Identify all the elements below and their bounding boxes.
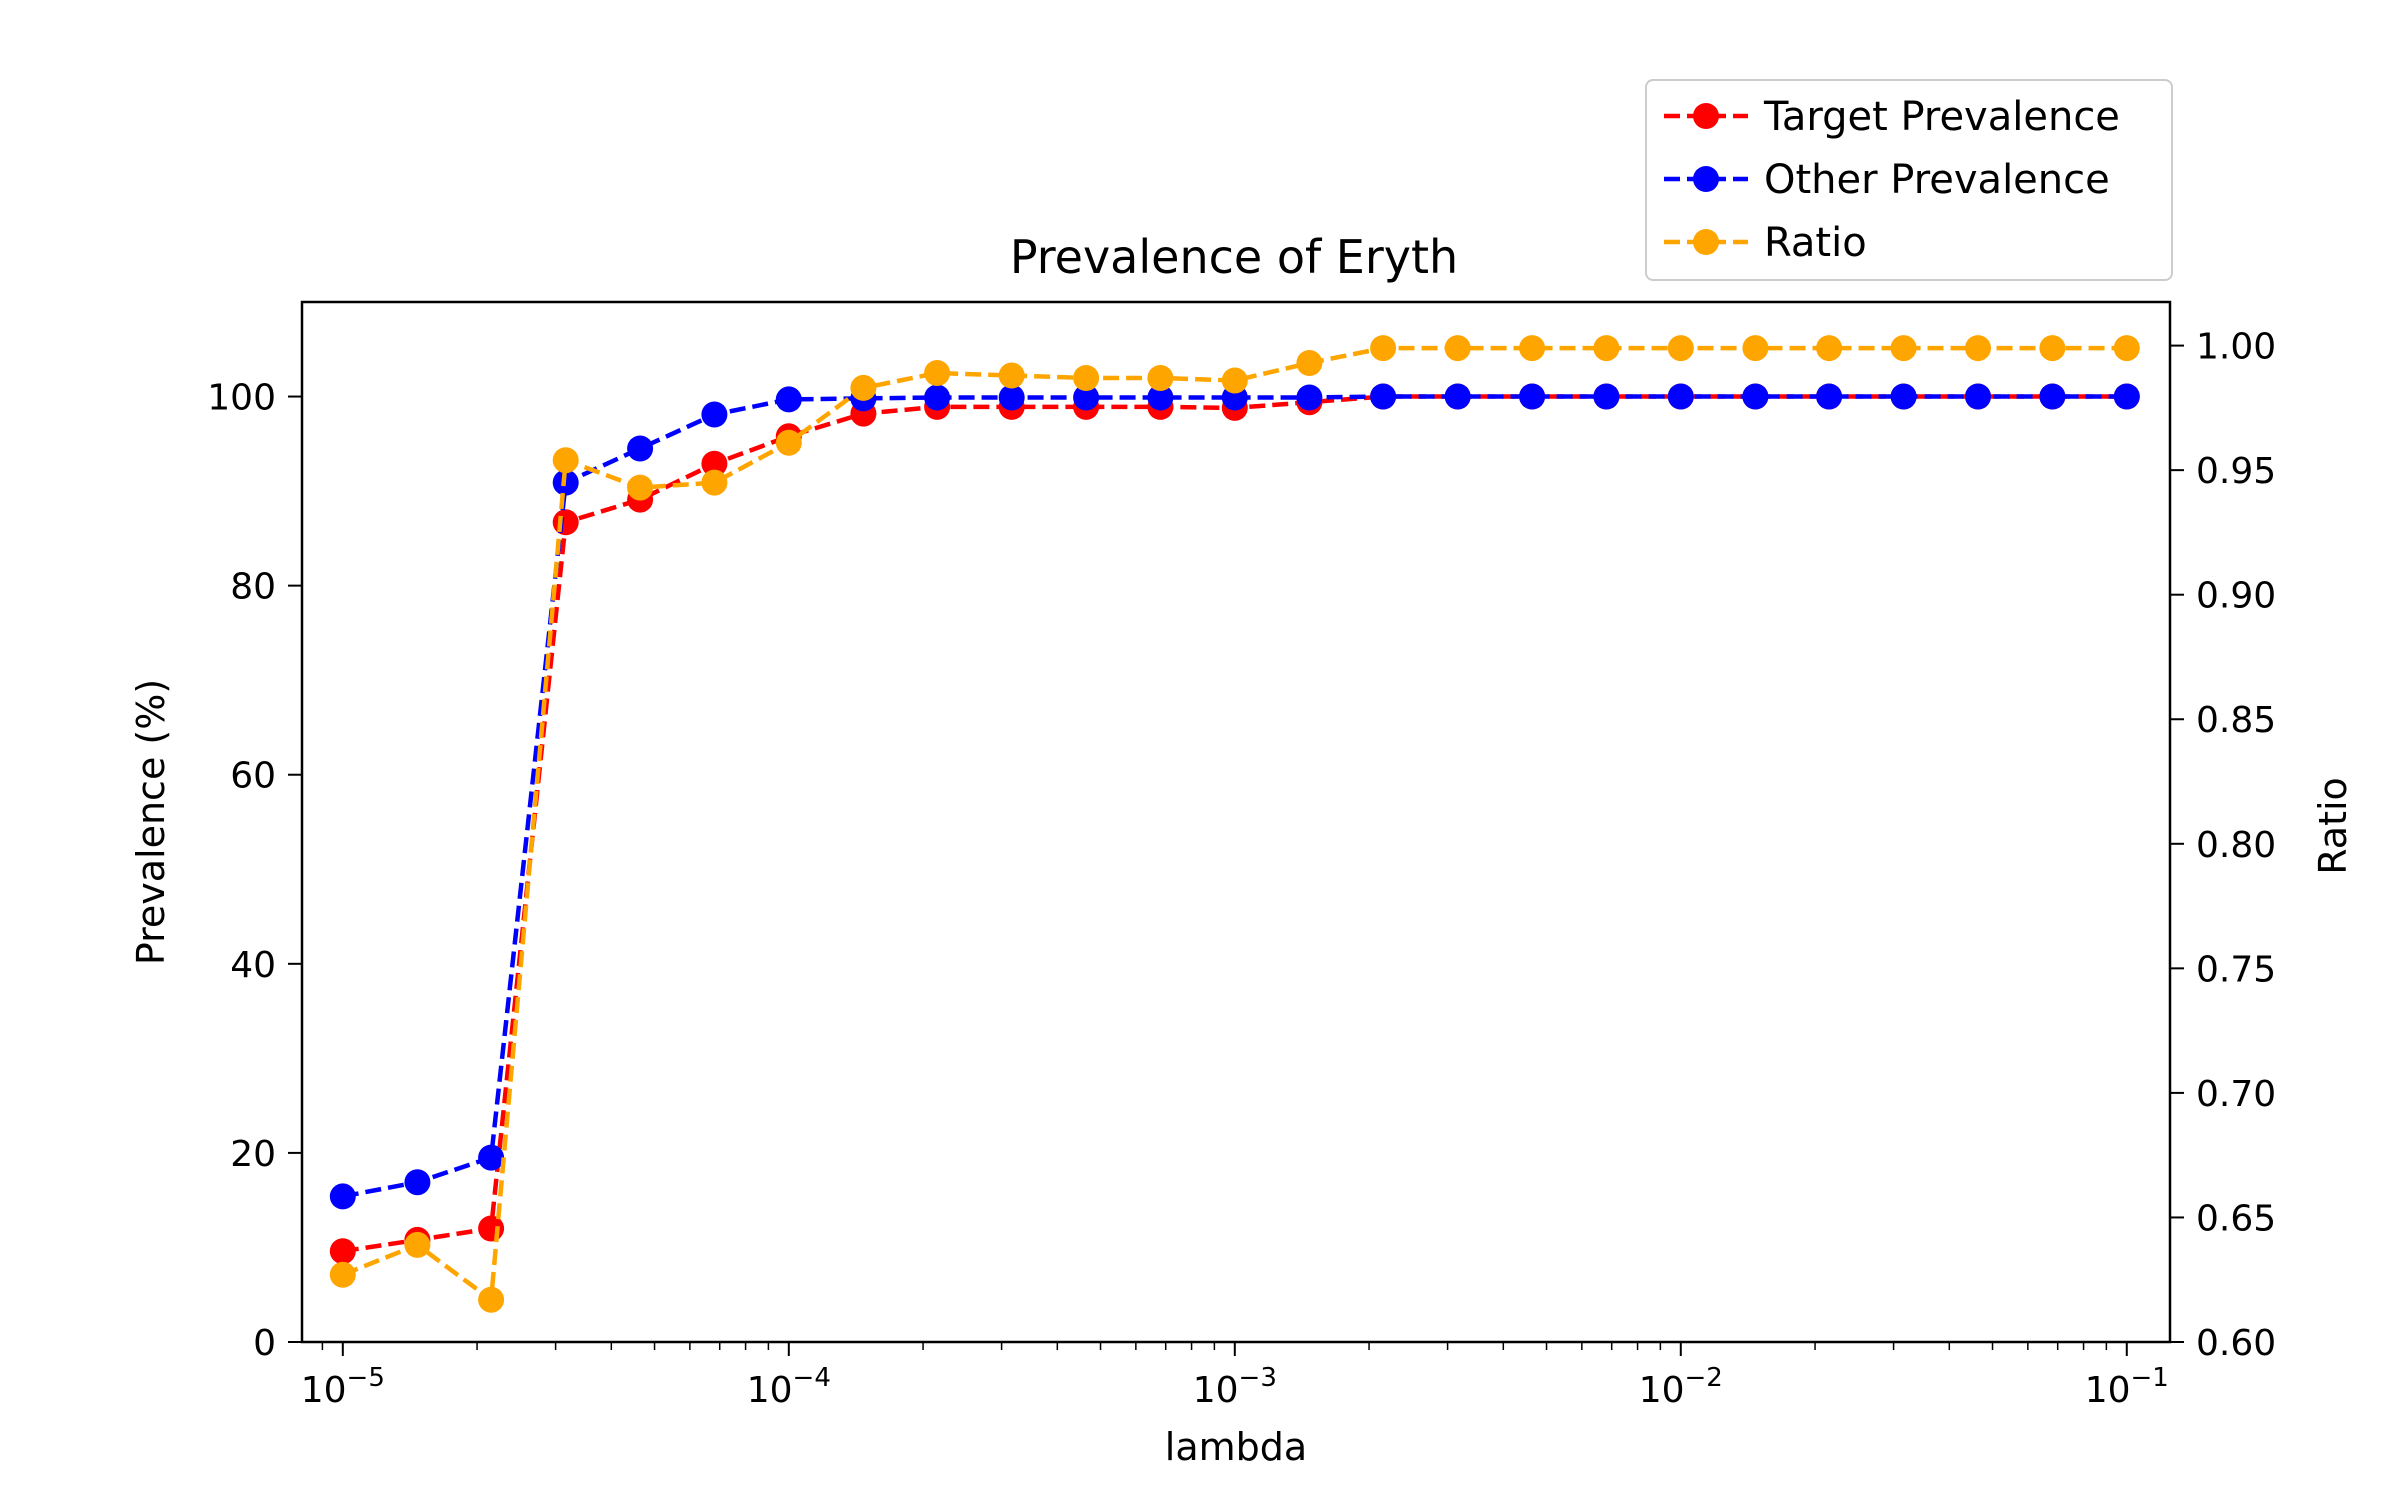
y-tick-label: 100 bbox=[207, 378, 276, 419]
y2-axis-label: Ratio bbox=[2311, 777, 2355, 875]
y2-tick-label: 0.80 bbox=[2196, 825, 2276, 866]
data-point-1 bbox=[2113, 383, 2140, 410]
data-point-1 bbox=[924, 384, 951, 411]
y-tick-label: 80 bbox=[230, 567, 276, 608]
data-point-1 bbox=[1073, 384, 1100, 411]
x-tick-exponent: −3 bbox=[1239, 1363, 1277, 1393]
data-point-1 bbox=[1667, 383, 1694, 410]
y2-tick-label: 0.95 bbox=[2196, 451, 2276, 492]
data-point-1 bbox=[701, 401, 728, 428]
y2-tick-label: 0.60 bbox=[2196, 1323, 2276, 1364]
data-point-1 bbox=[1296, 384, 1323, 411]
data-point-2 bbox=[627, 474, 654, 501]
chart-title: Prevalence of Eryth bbox=[1010, 230, 1458, 284]
data-point-2 bbox=[998, 362, 1025, 389]
x-tick-base: 10 bbox=[1639, 1370, 1685, 1411]
y-tick-label: 0 bbox=[253, 1323, 276, 1364]
data-point-1 bbox=[998, 384, 1025, 411]
legend-marker-1 bbox=[1693, 166, 1719, 192]
data-point-2 bbox=[2039, 335, 2066, 362]
x-axis-label: lambda bbox=[1165, 1425, 1307, 1469]
data-point-0 bbox=[701, 450, 728, 477]
data-point-2 bbox=[1742, 335, 1769, 362]
x-tick-base: 10 bbox=[1193, 1370, 1239, 1411]
data-point-2 bbox=[1296, 350, 1323, 376]
x-tick-exponent: −4 bbox=[793, 1363, 831, 1393]
data-point-1 bbox=[1890, 383, 1917, 410]
data-point-2 bbox=[850, 374, 877, 401]
x-tick-exponent: −2 bbox=[1685, 1363, 1723, 1393]
y2-tick-label: 0.65 bbox=[2196, 1198, 2276, 1239]
x-tick-base: 10 bbox=[747, 1370, 793, 1411]
y-axis-label: Prevalence (%) bbox=[129, 679, 173, 965]
data-point-1 bbox=[1444, 383, 1471, 410]
x-tick-label: 10−1 bbox=[2085, 1363, 2169, 1411]
data-point-2 bbox=[404, 1231, 431, 1258]
data-point-2 bbox=[1965, 335, 1991, 362]
data-point-1 bbox=[2039, 383, 2066, 410]
x-tick-base: 10 bbox=[301, 1370, 347, 1411]
legend-marker-2 bbox=[1693, 229, 1719, 255]
data-point-1 bbox=[1816, 383, 1843, 410]
data-point-1 bbox=[1742, 383, 1769, 410]
x-tick-base: 10 bbox=[2085, 1370, 2131, 1411]
y-tick-label: 40 bbox=[230, 945, 276, 986]
data-point-1 bbox=[1147, 384, 1174, 411]
data-point-2 bbox=[1147, 365, 1174, 391]
data-point-2 bbox=[1890, 335, 1917, 362]
y2-tick-label: 0.90 bbox=[2196, 576, 2276, 617]
legend-frame bbox=[1645, 79, 2173, 281]
y2-tick-label: 0.85 bbox=[2196, 700, 2276, 741]
y2-tick-label: 0.75 bbox=[2196, 949, 2276, 990]
x-tick-exponent: −1 bbox=[2131, 1363, 2169, 1393]
y-tick-label: 60 bbox=[230, 756, 276, 797]
x-tick-label: 10−3 bbox=[1193, 1363, 1277, 1411]
data-point-0 bbox=[329, 1238, 356, 1265]
data-point-2 bbox=[1221, 367, 1248, 394]
data-point-1 bbox=[1519, 383, 1546, 410]
data-point-0 bbox=[552, 509, 579, 536]
data-point-2 bbox=[1519, 335, 1546, 362]
data-point-2 bbox=[1073, 365, 1100, 391]
data-point-2 bbox=[1444, 335, 1471, 362]
data-point-1 bbox=[329, 1183, 356, 1210]
data-point-1 bbox=[627, 435, 654, 462]
legend-marker-0 bbox=[1693, 103, 1719, 129]
data-point-2 bbox=[329, 1261, 356, 1288]
x-tick-exponent: −5 bbox=[347, 1363, 385, 1393]
data-point-2 bbox=[701, 469, 728, 496]
data-point-1 bbox=[1965, 383, 1991, 410]
legend-label-2: Ratio bbox=[1764, 220, 1867, 266]
data-point-1 bbox=[1370, 383, 1397, 410]
x-tick-label: 10−4 bbox=[747, 1363, 831, 1411]
plot-frame bbox=[300, 300, 2172, 1344]
legend-label-1: Other Prevalence bbox=[1764, 157, 2110, 203]
data-point-2 bbox=[1593, 335, 1620, 362]
x-tick-label: 10−2 bbox=[1639, 1363, 1723, 1411]
data-point-2 bbox=[1370, 335, 1397, 362]
axes-layer: 10−5 10−4 10−3 10−2 10−10204060801000.600.65… bbox=[207, 327, 2276, 1411]
data-point-1 bbox=[478, 1144, 505, 1171]
y2-tick-label: 1.00 bbox=[2196, 327, 2276, 368]
legend-label-0: Target Prevalence bbox=[1763, 94, 2120, 140]
legend: Target Prevalence Other Prevalence Ratio bbox=[1645, 79, 2173, 281]
data-point-2 bbox=[924, 360, 951, 386]
data-point-1 bbox=[404, 1169, 431, 1196]
data-point-2 bbox=[478, 1286, 505, 1313]
data-point-2 bbox=[552, 447, 579, 474]
y-tick-label: 20 bbox=[230, 1134, 276, 1175]
data-point-2 bbox=[775, 429, 802, 456]
data-point-2 bbox=[1816, 335, 1843, 362]
data-point-1 bbox=[1593, 383, 1620, 410]
x-tick-label: 10−5 bbox=[301, 1363, 385, 1411]
data-point-1 bbox=[775, 386, 802, 413]
data-point-2 bbox=[2113, 335, 2140, 362]
data-point-0 bbox=[478, 1215, 505, 1242]
data-point-2 bbox=[1667, 335, 1694, 362]
y2-tick-label: 0.70 bbox=[2196, 1074, 2276, 1115]
data-layer bbox=[329, 335, 2140, 1313]
